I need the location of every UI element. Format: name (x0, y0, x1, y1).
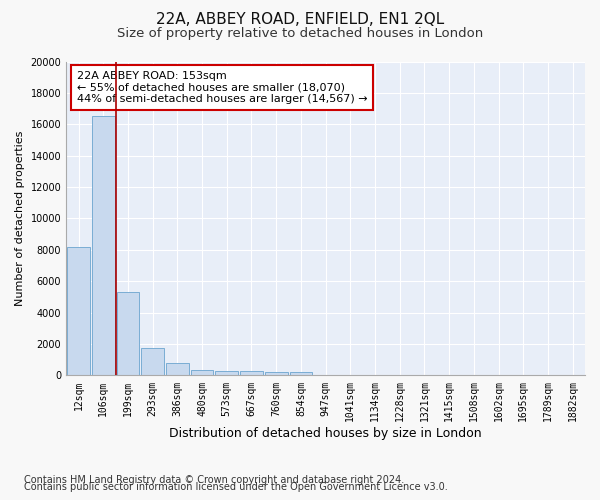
Text: Contains public sector information licensed under the Open Government Licence v3: Contains public sector information licen… (24, 482, 448, 492)
Bar (240, 370, 263, 376)
Bar (215, 370, 238, 376)
Bar (191, 370, 214, 376)
Text: Size of property relative to detached houses in London: Size of property relative to detached ho… (117, 28, 483, 40)
Text: Contains HM Land Registry data © Crown copyright and database right 2024.: Contains HM Land Registry data © Crown c… (24, 475, 404, 485)
Bar (166, 363, 189, 376)
Y-axis label: Number of detached properties: Number of detached properties (15, 131, 25, 306)
Bar (290, 372, 312, 376)
Bar (265, 372, 287, 376)
Bar (116, 292, 139, 376)
Bar (141, 348, 164, 376)
Text: 22A ABBEY ROAD: 153sqm
← 55% of detached houses are smaller (18,070)
44% of semi: 22A ABBEY ROAD: 153sqm ← 55% of detached… (77, 71, 367, 104)
Bar (92, 116, 115, 376)
Bar (67, 246, 90, 376)
X-axis label: Distribution of detached houses by size in London: Distribution of detached houses by size … (169, 427, 482, 440)
Text: 22A, ABBEY ROAD, ENFIELD, EN1 2QL: 22A, ABBEY ROAD, ENFIELD, EN1 2QL (156, 12, 444, 28)
